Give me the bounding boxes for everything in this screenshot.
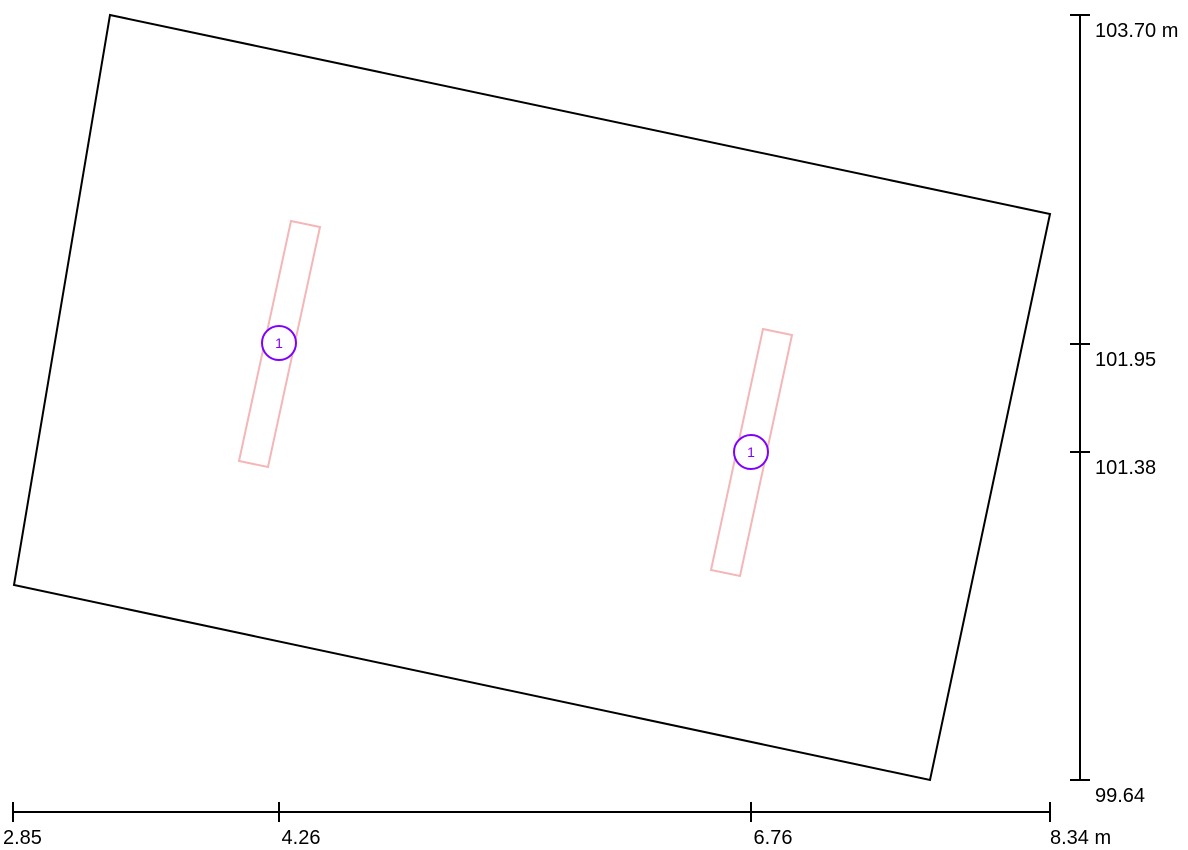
y-dimension-axis: 103.70 m 101.95 101.38 99.64	[1070, 14, 1178, 807]
x-dimension-axis: 2.85 4.26 6.76 8.34 m	[3, 802, 1111, 849]
member-rectangle	[709, 327, 794, 578]
member-marker-label: 1	[275, 335, 283, 351]
x-tick-label: 8.34 m	[1050, 827, 1111, 849]
member-right: 1	[709, 327, 794, 578]
y-tick-label: 99.64	[1095, 785, 1145, 807]
y-tick-label: 101.95	[1095, 349, 1156, 371]
x-tick-label: 2.85	[3, 827, 42, 849]
member-rectangle	[237, 219, 322, 469]
member-marker-label: 1	[747, 444, 755, 460]
member-marker-circle	[733, 434, 769, 470]
member-left: 1	[237, 219, 322, 469]
y-tick-label: 101.38	[1095, 457, 1156, 479]
y-tick-label: 103.70 m	[1095, 20, 1178, 42]
member-marker-circle	[261, 325, 297, 361]
x-tick-label: 6.76	[754, 827, 793, 849]
x-tick-label: 4.26	[282, 827, 321, 849]
boundary-outline	[12, 13, 1052, 782]
